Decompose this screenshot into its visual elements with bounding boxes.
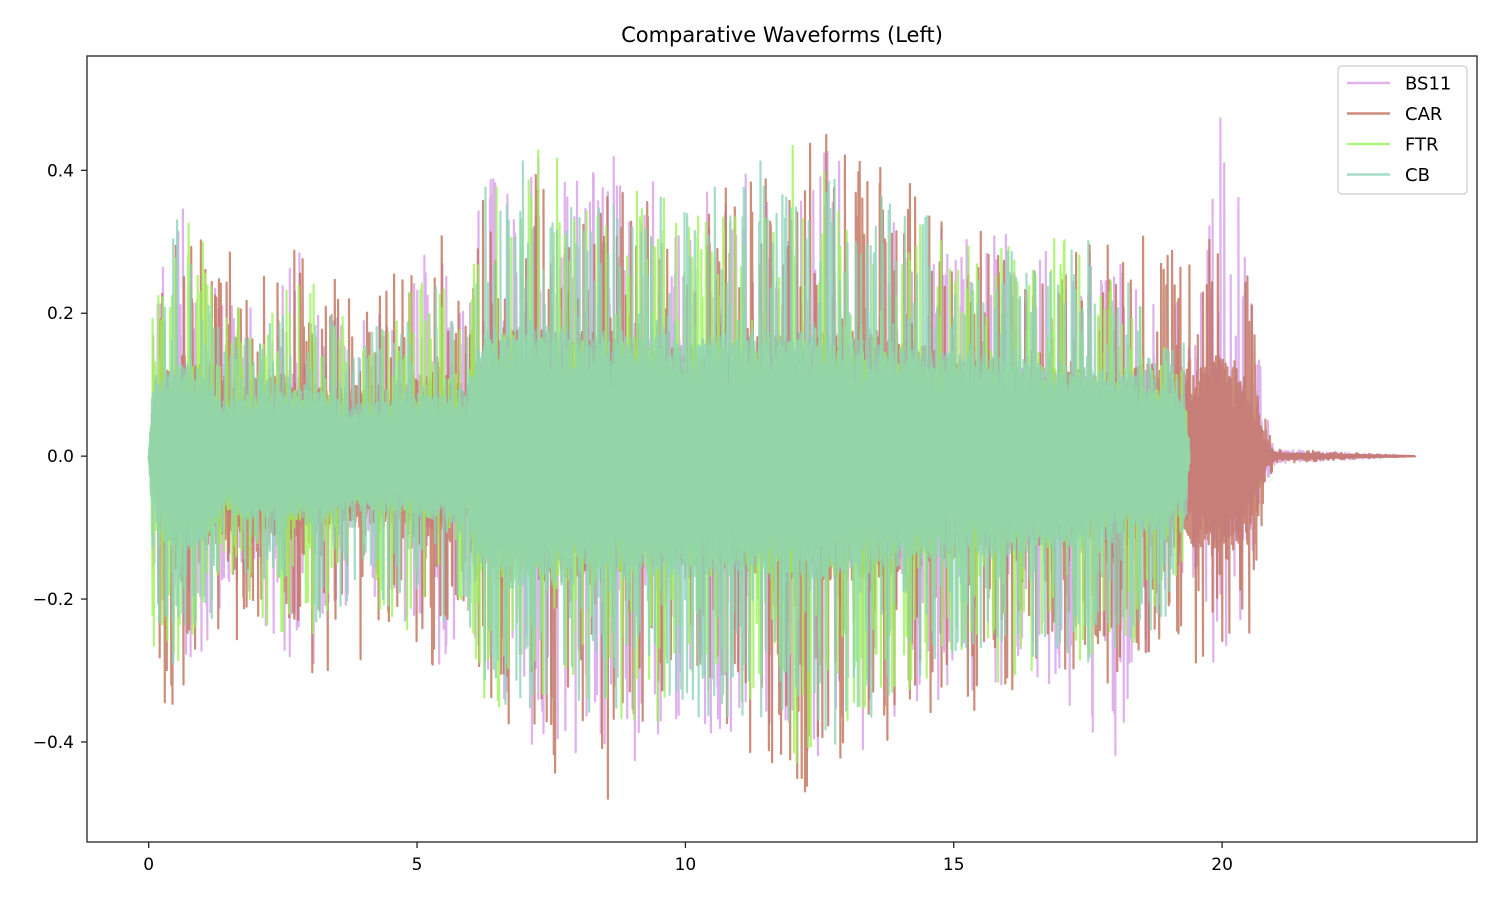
axes-frame xyxy=(86,55,1478,843)
series-cb xyxy=(147,160,1191,745)
legend-item-car: CAR xyxy=(1347,104,1442,125)
x-tick-label: 20 xyxy=(1211,855,1233,875)
legend: BS11 CAR FTR CB xyxy=(1337,65,1468,195)
x-tick-label: 5 xyxy=(412,855,423,875)
legend-item-ftr: FTR xyxy=(1347,135,1439,156)
y-tick-label: 0.0 xyxy=(47,447,74,467)
y-tick-label: −0.4 xyxy=(33,733,74,753)
y-tick-label: −0.2 xyxy=(33,590,74,610)
legend-label: FTR xyxy=(1405,135,1439,156)
x-tick-label: 0 xyxy=(143,855,154,875)
legend-item-cb: CB xyxy=(1347,165,1430,186)
axes: 0 5 10 15 20 −0.4 −0.2 0.0 0.2 0.4 xyxy=(33,55,1478,875)
legend-box xyxy=(1337,65,1468,195)
y-tick-label: 0.4 xyxy=(47,161,74,181)
plot-area xyxy=(147,117,1416,800)
y-tick-label: 0.2 xyxy=(47,304,74,324)
legend-label: CAR xyxy=(1405,104,1442,125)
legend-label: BS11 xyxy=(1405,74,1451,95)
chart-title: Comparative Waveforms (Left) xyxy=(621,23,943,47)
x-tick-label: 15 xyxy=(943,855,965,875)
legend-item-bs11: BS11 xyxy=(1347,74,1451,95)
legend-label: CB xyxy=(1405,165,1430,186)
x-tick-label: 10 xyxy=(675,855,697,875)
